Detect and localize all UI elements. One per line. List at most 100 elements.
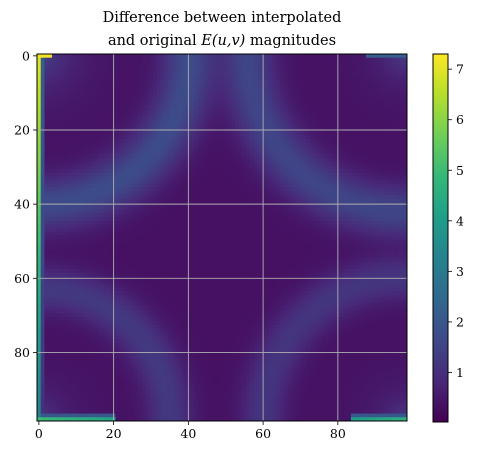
heatmap-cell [377,187,382,192]
heatmap-cell [399,135,404,140]
heatmap-cell [272,98,277,103]
heatmap-cell [137,98,143,103]
heatmap-cell [362,224,367,229]
heatmap-cell [220,91,225,96]
heatmap-cell [108,68,113,73]
heatmap-cell [347,79,352,85]
heatmap-cell [227,168,232,174]
heatmap-cell [81,157,86,162]
heatmap-cell [253,113,258,118]
heatmap-cell [231,57,236,62]
heatmap-cell [93,157,98,162]
heatmap-cell [350,235,356,240]
heatmap-cell [257,150,262,155]
heatmap-cell [122,142,128,148]
heatmap-cell [242,113,247,118]
heatmap-cell [156,139,161,144]
heatmap-cell [283,105,288,111]
heatmap-cell [321,191,326,196]
heatmap-cell [208,113,214,118]
heatmap-cell [395,94,400,99]
heatmap-cell [250,68,255,73]
heatmap-cell [134,198,139,203]
heatmap-cell [141,224,146,229]
heatmap-cell [63,65,68,70]
heatmap-cell [365,194,371,199]
heatmap-cell [377,154,382,159]
heatmap-cell [74,61,79,66]
heatmap-cell [302,150,307,155]
heatmap-cell [160,72,165,77]
heatmap-cell [201,150,206,155]
heatmap-cell [93,57,98,62]
heatmap-cell [324,68,329,73]
heatmap-cell [264,91,270,96]
heatmap-cell [309,79,314,85]
heatmap-cell [377,205,382,211]
heatmap-cell [388,120,393,125]
heatmap-cell [223,72,229,77]
heatmap-cell [122,98,128,103]
heatmap-cell [44,191,49,196]
heatmap-cell [317,224,322,229]
heatmap-cell [253,61,258,66]
heatmap-cell [115,157,120,162]
heatmap-cell [395,98,400,103]
heatmap-cell [294,165,300,170]
heatmap-cell [201,220,206,225]
heatmap-cell [44,124,49,129]
heatmap-cell [208,150,214,155]
heatmap-cell [182,72,187,77]
heatmap-cell [152,76,157,81]
heatmap-cell [395,117,400,122]
heatmap-cell [190,79,195,85]
heatmap-cell [350,105,356,111]
heatmap-cell [190,87,195,92]
heatmap-cell [268,168,273,174]
heatmap-cell [272,109,277,114]
heatmap-cell [190,194,195,199]
heatmap-cell [246,220,251,225]
heatmap-cell [287,213,292,218]
heatmap-cell [223,98,229,103]
heatmap-cell [171,76,176,81]
heatmap-cell [74,102,79,107]
heatmap-cell [51,76,57,81]
heatmap-cell [208,172,214,177]
heatmap-cell [100,83,105,88]
heatmap-cell [328,146,333,151]
heatmap-cell [130,131,135,136]
heatmap-cell [250,76,255,81]
heatmap-cell [395,139,400,144]
heatmap-cell [242,57,247,62]
heatmap-cell [328,157,333,162]
heatmap-cell [74,94,79,99]
heatmap-cell [216,142,221,148]
heatmap-cell [235,54,240,59]
heatmap-cell [291,54,296,59]
heatmap-cell [182,209,187,214]
heatmap-cell [152,157,157,162]
heatmap-cell [182,187,187,192]
heatmap-cell [246,57,251,62]
heatmap-cell [212,57,217,62]
heatmap-cell [264,168,270,174]
heatmap-cell [223,113,229,118]
heatmap-cell [395,79,400,85]
heatmap-cell [201,205,206,211]
heatmap-cell [63,180,68,185]
heatmap-cell [37,239,42,244]
heatmap-cell [291,120,296,125]
heatmap-cell [70,68,75,73]
heatmap-cell [388,209,393,214]
heatmap-cell [100,209,105,214]
heatmap-cell [231,83,236,88]
heatmap-cell [250,57,255,62]
heatmap-cell [227,146,232,151]
heatmap-cell [197,220,202,225]
heatmap-cell [175,231,180,237]
heatmap-cell [279,142,285,148]
heatmap-cell [399,105,404,111]
heatmap-cell [164,157,169,162]
heatmap-cell [51,98,57,103]
